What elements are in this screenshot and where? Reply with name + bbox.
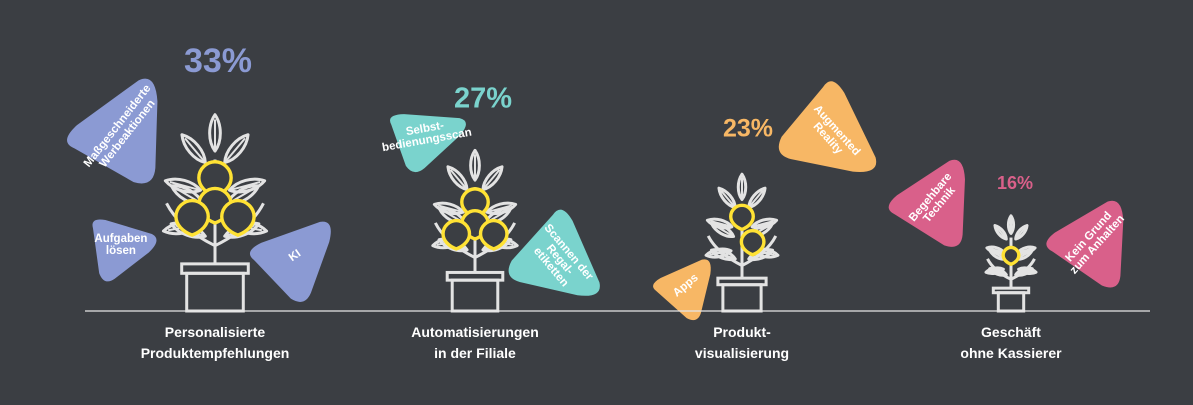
tag-label-2: KI [287,248,303,264]
plant-1 [431,148,519,313]
value-label-0: 33% [184,42,252,80]
plant-2 [704,172,780,313]
leaf-0-0 [208,113,222,153]
leaf-3-10 [1014,266,1034,277]
tag-shape-1 [92,219,157,282]
fruit-2-0 [729,203,755,232]
leaf-3-9 [988,266,1008,277]
leaf-0-2 [223,133,250,165]
leaf-2-5 [710,222,736,238]
fruit-1-2 [441,218,472,251]
fruit-1-0 [460,187,490,220]
tag-8: Kein Grundzum Anhalten [1046,200,1127,288]
leaf-1-0 [469,148,481,182]
plant-3 [984,214,1038,313]
pot-3 [996,291,1026,313]
pot-1 [450,278,500,313]
leaf-3-1 [993,224,1008,241]
leaf-3-2 [1014,224,1029,241]
tag-shape-0 [67,78,158,184]
tag-shape-8 [1046,200,1124,288]
tag-label-1: Aufgaben lösen [94,233,147,257]
value-label-3: 16% [997,173,1033,193]
fruit-0-3 [220,198,256,237]
category-label-3: Geschäft ohne Kassierer [960,324,1062,361]
tag-2: KI [249,221,331,302]
tag-5: AugmentedReality [778,81,877,173]
category-label-1: Automatisierungen in der Filiale [411,324,539,361]
tag-0: MaßgeschneiderteWerbeaktionen [67,78,158,184]
tag-1: Aufgaben lösen [92,219,157,282]
leaf-1-2 [481,165,504,192]
leaf-2-0 [736,172,748,202]
tag-shape-2 [249,221,331,302]
fruit-3-0 [1001,245,1021,267]
fruit-0-2 [174,198,210,237]
plant-0 [161,113,269,313]
tag-shape-6 [653,259,711,321]
value-label-2: 23% [723,115,773,143]
leaf-2-2 [747,186,767,210]
category-label-0: Personalisierte Produktempfehlungen [141,324,290,361]
value-label-1: 27% [454,83,512,115]
fruit-0-0 [197,160,233,199]
tag-shape-3 [390,114,466,173]
leaf-2-1 [717,186,737,210]
tag-7: BegehbareTechnik [888,159,965,247]
category-label-2: Produkt-visualisierung [695,324,789,361]
labels-layer: 33% Personalisierte Produktempfehlungen 27%… [141,42,1062,361]
tag-shape-5 [778,81,877,173]
leaf-3-0 [1006,214,1016,235]
tag-4: Scannen derRegal-etiketten [508,209,600,296]
tag-6: Apps [653,259,711,321]
leaf-2-9 [709,248,737,262]
leaf-1-1 [446,165,469,192]
pot-2 [721,283,763,313]
tag-shape-4 [508,209,600,296]
leaf-0-1 [180,133,207,165]
tag-3: Selbst-bedienungsscan [381,114,473,173]
plants-layer [161,113,1038,313]
pot-0 [185,271,245,313]
tag-shape-7 [888,159,965,247]
fruit-1-3 [478,218,509,251]
fruit-2-1 [739,228,766,257]
